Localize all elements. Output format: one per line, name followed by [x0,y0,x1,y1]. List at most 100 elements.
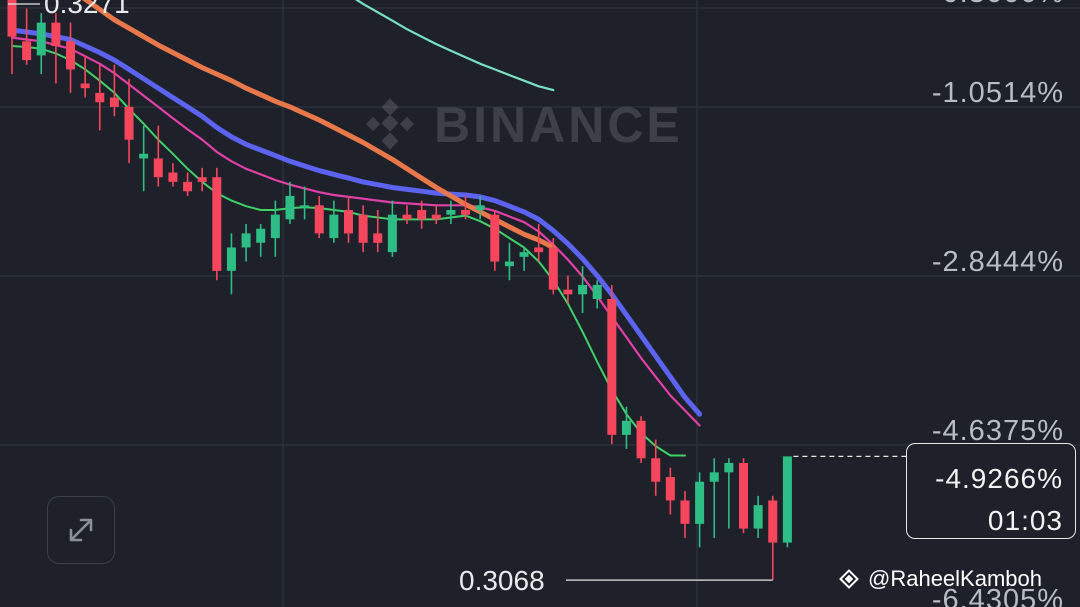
candle [109,64,119,117]
candle [739,458,748,534]
moving-average-line [355,0,555,92]
candle [461,195,471,220]
candle-body [124,106,134,140]
candle-body [534,247,544,253]
author-handle: @RaheelKamboh [868,566,1042,591]
candle [387,200,397,257]
candle [563,275,573,304]
candle-body [358,214,368,243]
candle-body [578,284,588,295]
binance-square-icon [839,569,859,589]
candle-body [373,233,383,243]
candle [475,195,485,220]
current-percent: -4.9266% [935,463,1063,494]
watermark-text: BINANCE [434,97,683,153]
candle-body [753,505,763,529]
y-axis-labels: -0.3666% -1.0514% -2.8444% -4.6375% -6.4305% [932,0,1064,607]
candle [358,205,368,253]
candle-body [782,456,792,543]
candle-body [270,214,280,239]
candle-body [446,209,456,215]
candle-body [241,233,251,248]
candle [241,224,251,262]
moving-average-line [9,27,703,417]
candle-body [431,214,441,220]
current-price-box: -4.9266% 01:03 [906,443,1076,539]
candle-body [768,500,778,543]
candle [534,224,544,262]
candle [22,8,32,65]
binance-watermark: BINANCE [360,95,683,155]
candle [651,439,661,496]
candle [212,167,222,281]
candle [724,458,734,529]
candle [314,195,324,239]
candle-body [607,298,617,435]
candle [768,495,778,581]
candle [343,195,353,243]
expand-arrows-icon [69,518,93,542]
candle-body [709,472,719,482]
low-price-label: 0.3068 [459,565,545,596]
candle-body [168,172,178,182]
candle-body [153,158,163,178]
candle [417,200,427,229]
y-axis-label: -0.3666% [932,0,1064,9]
candle-body [490,214,500,262]
candle-body [183,181,193,192]
candle-body [256,228,266,243]
price-annotations: 0.3271 0.3068 [8,0,906,596]
candle [709,458,719,538]
candle-body [695,481,705,524]
candle [431,205,441,225]
candle [285,181,295,225]
candle [197,167,207,192]
candle-body [314,205,324,234]
candle-body [329,214,339,239]
candle [665,467,675,515]
candle [7,0,17,75]
binance-logo-icon [365,98,415,150]
candle [402,205,412,225]
candle [329,200,339,243]
y-axis-label: -4.6375% [932,415,1064,447]
candle [270,200,280,257]
candle-body [651,458,661,482]
candle-body [504,261,514,267]
candle [753,495,763,538]
candle [782,456,792,548]
candle-body [387,214,397,253]
candle [695,472,705,548]
candle-body [80,83,90,89]
candle [80,55,90,98]
candle [51,13,61,84]
candle [607,284,617,445]
candle [490,209,500,271]
candle-body [548,247,558,290]
candle-body [22,41,32,61]
candle [66,22,76,93]
candle-body [66,41,76,70]
candle [548,238,558,295]
candle [36,13,46,75]
candle [153,125,163,187]
candle [124,78,134,164]
candle [446,200,456,225]
candles-group [7,0,792,581]
candle [300,186,310,220]
candle-body [197,177,207,182]
candle-body [636,420,646,459]
candle-body [665,477,675,501]
candle [504,242,514,281]
candle-body [109,97,119,107]
candle-body [343,209,353,234]
candle-body [139,153,149,159]
high-price-label: 0.3271 [44,0,130,19]
candle-body [51,22,61,47]
candle-body [592,284,602,299]
fullscreen-button[interactable] [47,496,115,564]
candle [636,416,646,463]
candle-body [739,462,748,529]
